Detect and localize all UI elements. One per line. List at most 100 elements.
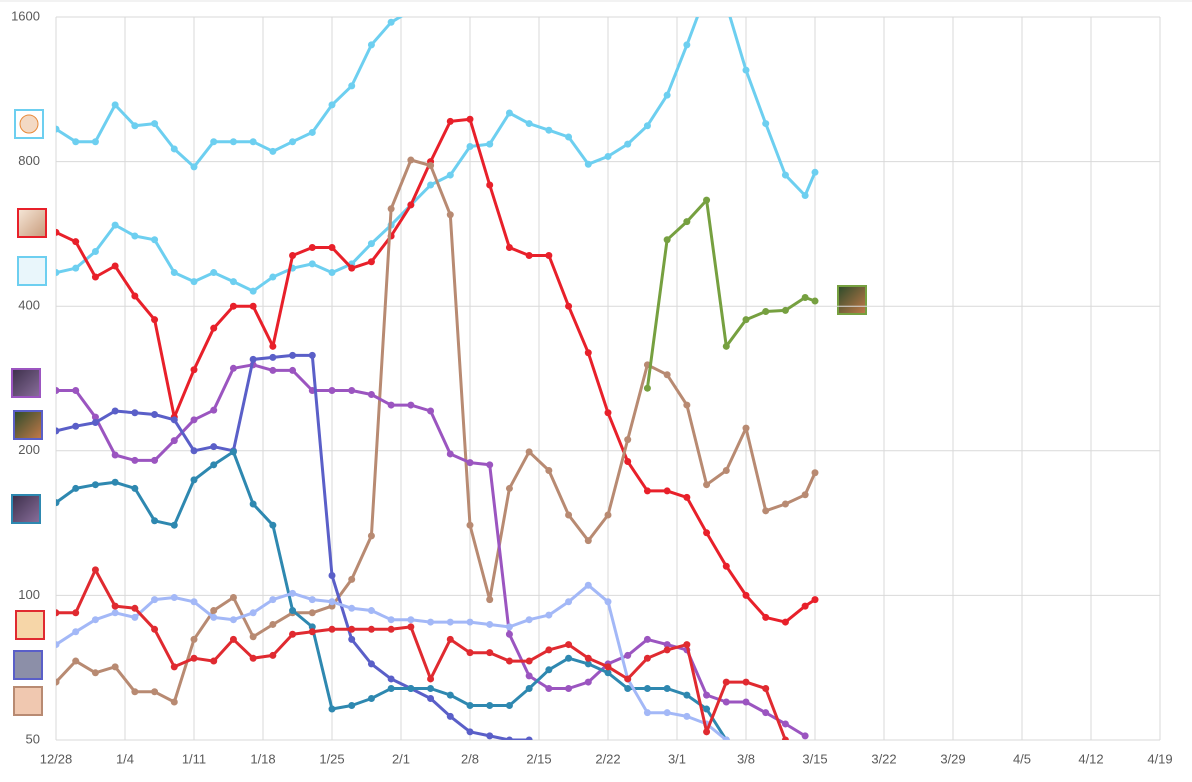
data-point: [407, 156, 415, 164]
data-point: [91, 481, 99, 489]
data-point: [446, 450, 454, 458]
data-point: [663, 646, 671, 654]
icon: [15, 610, 45, 640]
icon: [11, 494, 41, 524]
data-point: [269, 366, 277, 374]
data-point: [525, 672, 533, 680]
data-point: [308, 596, 316, 604]
data-point: [269, 596, 277, 604]
data-point: [269, 342, 277, 350]
data-point: [683, 493, 691, 501]
data-point: [446, 211, 454, 219]
data-point: [131, 122, 139, 130]
x-tick-label: 3/1: [668, 751, 686, 766]
data-point: [407, 201, 415, 209]
data-point: [56, 228, 60, 236]
data-point: [446, 618, 454, 626]
data-point: [190, 476, 198, 484]
data-point: [624, 651, 632, 659]
data-point: [151, 316, 159, 324]
data-point: [72, 657, 80, 665]
data-point: [111, 478, 119, 486]
data-point: [210, 406, 218, 414]
data-point: [229, 635, 237, 643]
data-point: [190, 163, 198, 171]
data-point: [111, 602, 119, 610]
data-point: [367, 258, 375, 266]
data-point: [663, 236, 671, 244]
data-point: [249, 302, 257, 310]
data-point: [722, 466, 730, 474]
data-point: [367, 625, 375, 633]
data-point: [565, 685, 573, 693]
data-point: [643, 709, 651, 717]
data-point: [466, 649, 474, 657]
data-point: [249, 355, 257, 363]
data-point: [624, 140, 632, 148]
data-point: [249, 609, 257, 617]
data-point: [584, 349, 592, 357]
x-tick-label: 2/8: [461, 751, 479, 766]
x-tick-label: 1/25: [319, 751, 344, 766]
data-point: [663, 709, 671, 717]
data-point: [151, 236, 159, 244]
data-point: [624, 458, 632, 466]
data-point: [723, 1, 730, 8]
data-point: [269, 620, 277, 628]
data-point: [407, 623, 415, 631]
data-point: [663, 685, 671, 693]
data-point: [387, 18, 395, 26]
data-point: [111, 221, 119, 229]
data-point: [289, 138, 297, 146]
x-tick-label: 1/11: [182, 751, 206, 766]
data-point: [466, 459, 474, 467]
data-point: [151, 625, 159, 633]
y-tick-label: 1600: [11, 8, 40, 23]
data-point: [308, 351, 316, 359]
data-point: [348, 387, 356, 395]
data-point: [229, 302, 237, 310]
data-point: [131, 613, 139, 621]
y-tick-label: 200: [18, 442, 40, 457]
data-point: [190, 366, 198, 374]
data-point: [190, 447, 198, 455]
data-point: [72, 484, 80, 492]
data-point: [604, 152, 612, 160]
data-point: [190, 635, 198, 643]
data-point: [151, 411, 159, 419]
data-point: [91, 566, 99, 574]
data-point: [72, 609, 80, 617]
data-point: [328, 572, 336, 580]
data-point: [328, 269, 336, 277]
data-point: [91, 616, 99, 624]
data-point: [525, 252, 533, 260]
data-point: [703, 691, 711, 699]
data-point: [56, 609, 60, 617]
data-point: [545, 646, 553, 654]
data-point: [72, 422, 80, 430]
data-point: [781, 736, 789, 740]
icons: [11, 109, 867, 716]
data-point: [663, 371, 671, 379]
data-point: [289, 351, 297, 359]
data-point: [742, 698, 750, 706]
data-point: [466, 618, 474, 626]
x-tick-label: 3/15: [802, 751, 827, 766]
data-point: [801, 192, 809, 200]
y-tick-label: 50: [26, 731, 40, 746]
data-point: [663, 91, 671, 99]
data-point: [624, 675, 632, 683]
data-point: [446, 171, 454, 179]
data-point: [505, 623, 513, 631]
data-point: [427, 162, 435, 170]
data-point: [56, 427, 60, 435]
data-point: [643, 635, 651, 643]
data-point: [486, 596, 494, 604]
data-point: [486, 140, 494, 148]
data-point: [131, 456, 139, 464]
data-point: [210, 138, 218, 146]
data-point: [683, 218, 691, 226]
data-point: [466, 143, 474, 151]
data-point: [486, 701, 494, 709]
data-point: [584, 160, 592, 168]
